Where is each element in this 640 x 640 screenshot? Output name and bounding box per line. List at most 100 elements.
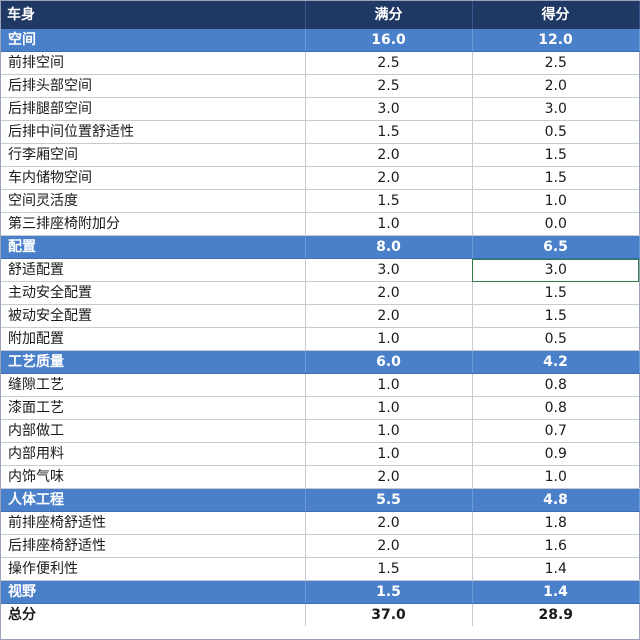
- item-name-cell[interactable]: 主动安全配置: [1, 281, 306, 305]
- item-name-cell[interactable]: 附加配置: [1, 327, 306, 351]
- category-name-cell[interactable]: 人体工程: [1, 488, 306, 512]
- item-score-cell[interactable]: 1.0: [472, 465, 639, 489]
- item-score-cell[interactable]: 0.5: [472, 327, 639, 351]
- item-score-cell[interactable]: 2.5: [472, 51, 639, 75]
- item-name-cell[interactable]: 前排座椅舒适性: [1, 511, 306, 535]
- item-full-score-cell[interactable]: 1.5: [305, 557, 473, 581]
- item-row: 车内储物空间 2.0 1.5: [1, 166, 639, 190]
- item-full-score-cell[interactable]: 2.0: [305, 465, 473, 489]
- category-row: 空间 16.0 12.0: [1, 29, 640, 52]
- category-full-score-cell[interactable]: 5.5: [305, 488, 473, 512]
- item-full-score-cell[interactable]: 2.5: [305, 51, 473, 75]
- item-full-score-cell[interactable]: 2.0: [305, 166, 473, 190]
- category-score-cell[interactable]: 4.8: [472, 488, 640, 512]
- item-row: 舒适配置 3.0 3.0: [1, 258, 639, 282]
- item-full-score-cell[interactable]: 1.5: [305, 120, 473, 144]
- item-full-score-cell[interactable]: 1.0: [305, 442, 473, 466]
- item-full-score-cell[interactable]: 1.0: [305, 212, 473, 236]
- item-score-cell[interactable]: 0.7: [472, 419, 639, 443]
- score-table-body: 车身 满分 得分 空间 16.0 12.0 前排空间 2.5 2.5 后排头部空间 2.5 2.…: [1, 1, 640, 626]
- item-score-cell[interactable]: 0.0: [472, 212, 639, 236]
- item-score-cell[interactable]: 1.8: [472, 511, 639, 535]
- item-full-score-cell[interactable]: 1.0: [305, 373, 473, 397]
- item-name-cell[interactable]: 车内储物空间: [1, 166, 306, 190]
- item-full-score-cell[interactable]: 2.0: [305, 304, 473, 328]
- item-name-cell[interactable]: 内部用料: [1, 442, 306, 466]
- item-full-score-cell[interactable]: 2.0: [305, 534, 473, 558]
- item-score-cell[interactable]: 1.5: [472, 143, 639, 167]
- item-name-cell[interactable]: 空间灵活度: [1, 189, 306, 213]
- item-row: 主动安全配置 2.0 1.5: [1, 281, 639, 305]
- category-score-cell[interactable]: 1.4: [472, 580, 640, 604]
- item-full-score-cell[interactable]: 1.0: [305, 327, 473, 351]
- header-cell-full-score[interactable]: 满分: [305, 1, 473, 29]
- item-name-cell[interactable]: 行李厢空间: [1, 143, 306, 167]
- item-score-cell[interactable]: 1.4: [472, 557, 639, 581]
- item-row: 被动安全配置 2.0 1.5: [1, 304, 639, 328]
- item-name-cell[interactable]: 被动安全配置: [1, 304, 306, 328]
- item-score-cell[interactable]: 1.6: [472, 534, 639, 558]
- category-row: 工艺质量 6.0 4.2: [1, 350, 640, 374]
- item-full-score-cell[interactable]: 3.0: [305, 97, 473, 121]
- item-name-cell[interactable]: 内饰气味: [1, 465, 306, 489]
- item-full-score-cell[interactable]: 1.0: [305, 396, 473, 420]
- category-score-cell[interactable]: 6.5: [472, 235, 640, 259]
- item-row: 附加配置 1.0 0.5: [1, 327, 639, 351]
- header-cell-score[interactable]: 得分: [472, 1, 640, 29]
- item-name-cell[interactable]: 后排腿部空间: [1, 97, 306, 121]
- item-full-score-cell[interactable]: 1.0: [305, 419, 473, 443]
- item-name-cell[interactable]: 后排头部空间: [1, 74, 306, 98]
- category-row: 人体工程 5.5 4.8: [1, 488, 640, 512]
- item-name-cell[interactable]: 缝隙工艺: [1, 373, 306, 397]
- item-full-score-cell[interactable]: 2.5: [305, 74, 473, 98]
- item-score-cell[interactable]: 0.8: [472, 396, 639, 420]
- category-score-cell[interactable]: 12.0: [472, 29, 640, 52]
- item-score-cell[interactable]: 1.5: [472, 281, 639, 305]
- item-full-score-cell[interactable]: 2.0: [305, 143, 473, 167]
- category-full-score-cell[interactable]: 1.5: [305, 580, 473, 604]
- item-score-cell[interactable]: 0.5: [472, 120, 639, 144]
- total-name-cell[interactable]: 总分: [1, 603, 306, 626]
- category-full-score-cell[interactable]: 8.0: [305, 235, 473, 259]
- item-name-cell[interactable]: 漆面工艺: [1, 396, 306, 420]
- item-score-cell[interactable]: 0.9: [472, 442, 639, 466]
- item-score-cell[interactable]: 3.0: [472, 97, 639, 121]
- item-name-cell[interactable]: 内部做工: [1, 419, 306, 443]
- item-row: 内饰气味 2.0 1.0: [1, 465, 639, 489]
- item-full-score-cell[interactable]: 2.0: [305, 281, 473, 305]
- total-full-score-cell[interactable]: 37.0: [305, 603, 473, 626]
- total-score-cell[interactable]: 28.9: [472, 603, 639, 626]
- item-name-cell[interactable]: 前排空间: [1, 51, 306, 75]
- item-name-cell[interactable]: 后排中间位置舒适性: [1, 120, 306, 144]
- item-row: 后排中间位置舒适性 1.5 0.5: [1, 120, 639, 144]
- item-row: 空间灵活度 1.5 1.0: [1, 189, 639, 213]
- category-full-score-cell[interactable]: 6.0: [305, 350, 473, 374]
- item-name-cell[interactable]: 后排座椅舒适性: [1, 534, 306, 558]
- item-row: 内部用料 1.0 0.9: [1, 442, 639, 466]
- item-row: 行李厢空间 2.0 1.5: [1, 143, 639, 167]
- category-row: 配置 8.0 6.5: [1, 235, 640, 259]
- item-name-cell[interactable]: 第三排座椅附加分: [1, 212, 306, 236]
- category-name-cell[interactable]: 工艺质量: [1, 350, 306, 374]
- category-score-cell[interactable]: 4.2: [472, 350, 640, 374]
- category-name-cell[interactable]: 视野: [1, 580, 306, 604]
- item-row: 后排头部空间 2.5 2.0: [1, 74, 639, 98]
- item-name-cell[interactable]: 舒适配置: [1, 258, 306, 282]
- item-name-cell[interactable]: 操作便利性: [1, 557, 306, 581]
- header-cell-item[interactable]: 车身: [1, 1, 306, 29]
- item-row: 前排座椅舒适性 2.0 1.8: [1, 511, 639, 535]
- item-score-cell[interactable]: 3.0: [472, 258, 639, 282]
- category-name-cell[interactable]: 配置: [1, 235, 306, 259]
- item-score-cell[interactable]: 2.0: [472, 74, 639, 98]
- item-full-score-cell[interactable]: 1.5: [305, 189, 473, 213]
- item-score-cell[interactable]: 1.0: [472, 189, 639, 213]
- category-name-cell[interactable]: 空间: [1, 29, 306, 52]
- category-full-score-cell[interactable]: 16.0: [305, 29, 473, 52]
- item-full-score-cell[interactable]: 3.0: [305, 258, 473, 282]
- item-score-cell[interactable]: 1.5: [472, 304, 639, 328]
- item-row: 漆面工艺 1.0 0.8: [1, 396, 639, 420]
- item-score-cell[interactable]: 1.5: [472, 166, 639, 190]
- item-full-score-cell[interactable]: 2.0: [305, 511, 473, 535]
- item-score-cell[interactable]: 0.8: [472, 373, 639, 397]
- item-row: 第三排座椅附加分 1.0 0.0: [1, 212, 639, 236]
